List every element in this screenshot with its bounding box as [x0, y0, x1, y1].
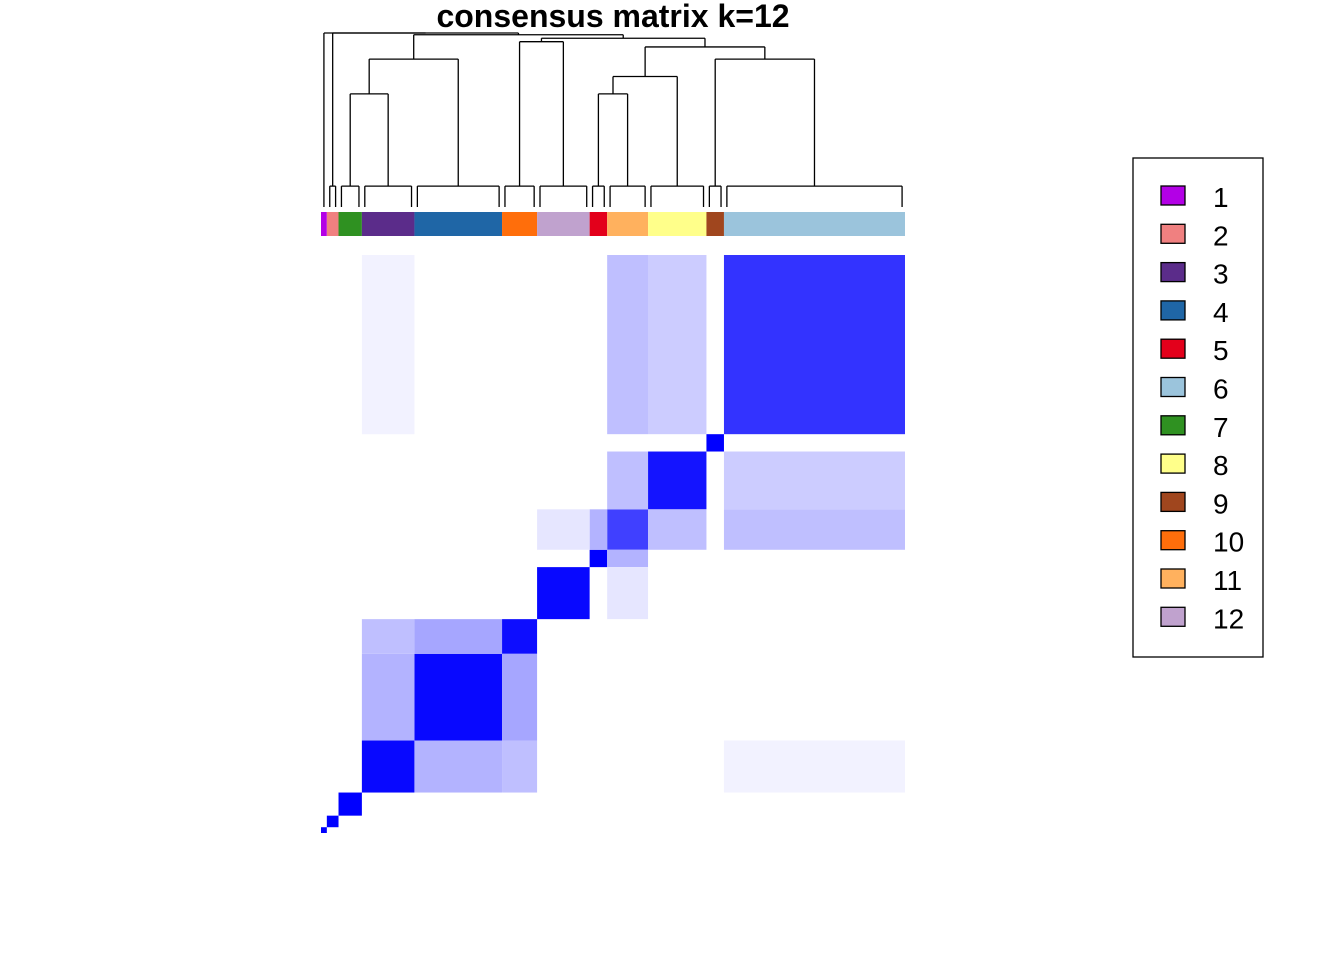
legend-swatch-6: [1160, 376, 1186, 398]
legend-label-9: 9: [1213, 488, 1229, 519]
legend-label-10: 10: [1213, 527, 1244, 558]
heatmap-matrix: [321, 255, 905, 833]
legend-label-12: 12: [1213, 603, 1244, 634]
heatmap-block-11-12: [537, 509, 590, 550]
column-dendrogram: [323, 32, 903, 207]
legend-swatch-9: [1160, 491, 1186, 513]
annotation-cluster-12: [537, 212, 590, 236]
annotation-cluster-4: [414, 212, 503, 236]
heatmap-block-12-12: [537, 567, 590, 620]
annotation-cluster-7: [338, 212, 362, 236]
heatmap-block-5-5: [589, 549, 608, 568]
legend-swatch-3: [1160, 261, 1186, 283]
legend-swatch-8: [1160, 453, 1186, 474]
heatmap-block-3-3: [361, 740, 415, 793]
heatmap-block-4-4: [414, 653, 503, 741]
heatmap-block-11-6: [723, 509, 905, 550]
cluster-annotation-bar: [321, 212, 905, 236]
annotation-cluster-1: [321, 212, 327, 236]
legend-swatch-11: [1160, 568, 1186, 589]
legend-label-4: 4: [1213, 297, 1229, 328]
heatmap-block-12-11: [607, 567, 649, 620]
annotation-cluster-9: [706, 212, 724, 236]
heatmap-block-4-10: [502, 653, 538, 741]
annotation-cluster-2: [326, 212, 339, 236]
legend-swatch-2: [1160, 223, 1186, 244]
heatmap-block-3-10: [502, 740, 538, 793]
annotation-cluster-6: [723, 212, 905, 236]
heatmap-block-8-6: [723, 451, 905, 510]
heatmap-block-8-11: [607, 451, 649, 510]
heatmap-block-2-2: [326, 815, 339, 828]
heatmap-block-7-7: [338, 792, 362, 816]
heatmap-block-4-3: [361, 653, 415, 741]
legend-label-7: 7: [1213, 412, 1229, 443]
legend-label-2: 2: [1213, 220, 1229, 251]
annotation-cluster-8: [648, 212, 707, 236]
annotation-cluster-5: [589, 212, 608, 236]
legend-label-3: 3: [1213, 259, 1229, 290]
heatmap-block-3-4: [414, 740, 503, 793]
heatmap-block-6-8: [648, 255, 707, 435]
annotation-cluster-10: [502, 212, 538, 236]
legend-label-5: 5: [1213, 335, 1229, 366]
legend-label-8: 8: [1213, 450, 1229, 481]
legend-label-6: 6: [1213, 374, 1229, 405]
heatmap-block-5-11: [607, 549, 649, 568]
legend-swatch-4: [1160, 300, 1186, 321]
heatmap-block-9-9: [706, 434, 724, 452]
heatmap-block-1-1: [321, 827, 327, 833]
heatmap-block-6-3: [361, 255, 415, 435]
heatmap-block-6-6: [723, 255, 905, 435]
chart-title: consensus matrix k=12: [436, 0, 789, 34]
heatmap-block-6-11: [607, 255, 649, 435]
legend-label-11: 11: [1213, 565, 1242, 596]
legend-swatch-12: [1160, 606, 1186, 627]
heatmap-block-3-6: [723, 740, 905, 793]
heatmap-block-11-8: [648, 509, 707, 550]
heatmap-block-10-10: [502, 619, 538, 654]
legend-swatch-1: [1160, 185, 1186, 206]
heatmap-block-10-4: [414, 619, 503, 654]
annotation-cluster-3: [361, 212, 415, 236]
heatmap-block-11-11: [607, 509, 649, 550]
legend-swatch-7: [1160, 415, 1186, 436]
legend-swatch-10: [1160, 530, 1186, 551]
legend-box: [1132, 157, 1264, 658]
heatmap-block-10-3: [361, 619, 415, 654]
legend-label-1: 1: [1213, 182, 1229, 213]
legend-swatch-5: [1160, 338, 1186, 359]
heatmap-block-8-8: [648, 451, 707, 510]
heatmap-block-11-5: [589, 509, 608, 550]
annotation-cluster-11: [607, 212, 649, 236]
